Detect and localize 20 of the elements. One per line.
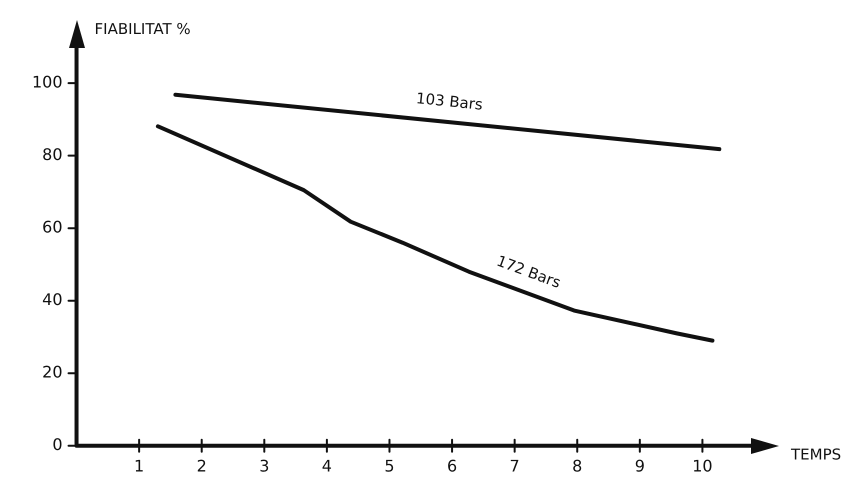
- text: 172 Bars: [494, 252, 564, 292]
- y-tick-label: 40: [42, 290, 63, 309]
- x-tick-label: 2: [196, 456, 207, 476]
- x-axis-title: TEMPS: [790, 446, 842, 464]
- x-tick-label: 4: [322, 456, 332, 476]
- y-axis-title: FIABILITAT %: [94, 20, 191, 38]
- y-tick-label: 0: [52, 434, 63, 454]
- x-tick-label: 5: [384, 456, 395, 476]
- x-tick-label: 3: [259, 456, 270, 476]
- x-tick-label: 7: [510, 456, 520, 476]
- y-tick-label: 20: [42, 362, 63, 382]
- x-tick-label: 10: [692, 456, 713, 476]
- text: 103 Bars: [415, 89, 484, 114]
- x-tick-label: 9: [634, 456, 645, 476]
- y-tick-label: 60: [42, 217, 63, 236]
- x-tick-label: 1: [134, 456, 144, 476]
- y-tick-label: 100: [32, 72, 63, 92]
- x-tick-label: 6: [446, 456, 458, 476]
- y-tick-label: 80: [42, 144, 63, 164]
- x-tick-label: 8: [572, 456, 582, 476]
